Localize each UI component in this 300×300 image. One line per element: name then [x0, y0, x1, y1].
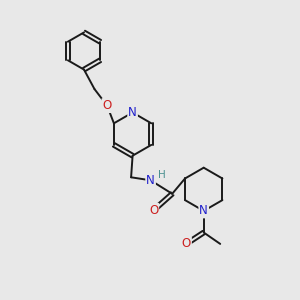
Text: N: N — [199, 204, 208, 218]
Text: O: O — [103, 99, 112, 112]
Text: N: N — [128, 106, 137, 119]
Text: O: O — [182, 237, 191, 250]
Text: H: H — [158, 170, 166, 180]
Text: O: O — [149, 204, 158, 217]
Text: N: N — [146, 174, 155, 187]
